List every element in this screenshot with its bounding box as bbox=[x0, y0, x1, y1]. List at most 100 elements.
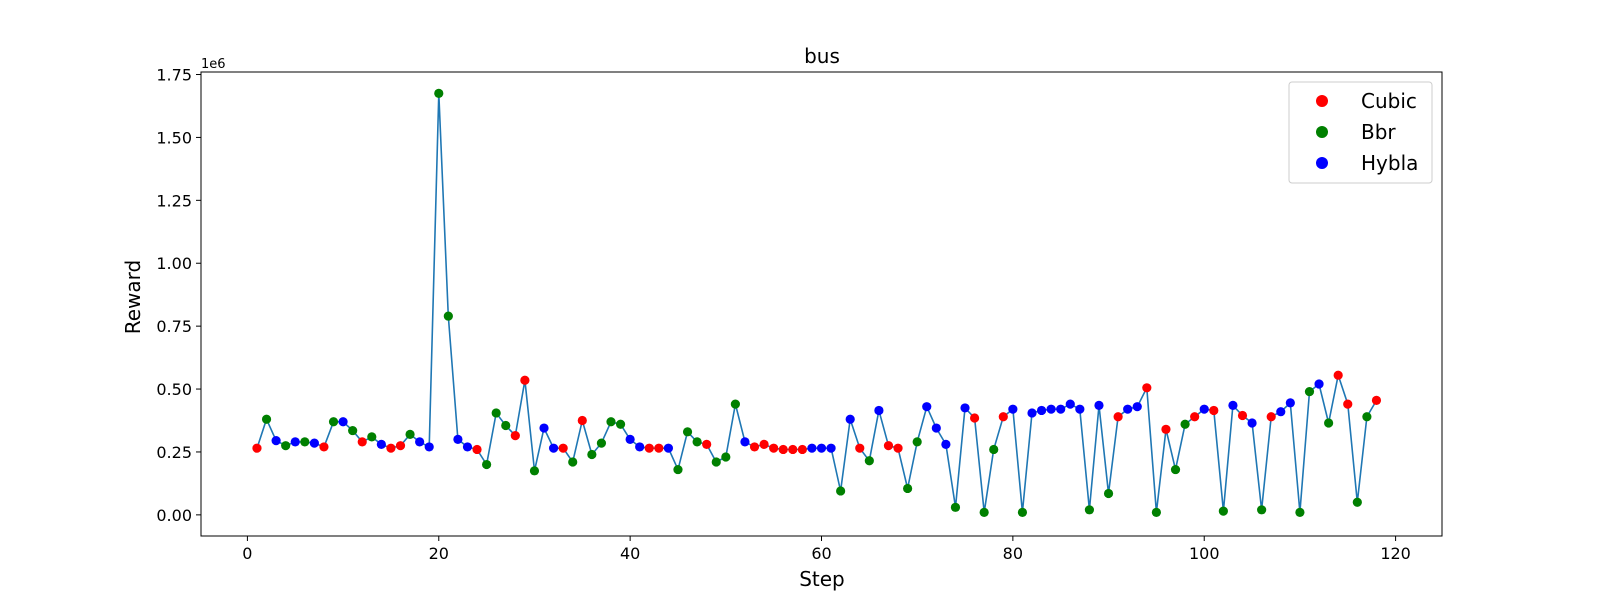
data-point-bbr bbox=[682, 427, 693, 437]
data-point-hybla bbox=[1199, 404, 1209, 414]
data-point-cubic bbox=[654, 443, 664, 453]
data-point-bbr bbox=[1170, 464, 1181, 475]
data-point-bbr bbox=[1103, 488, 1114, 499]
data-point-hybla bbox=[1075, 404, 1085, 414]
data-point-cubic bbox=[1266, 412, 1276, 422]
data-point-cubic bbox=[644, 443, 654, 453]
data-point-hybla bbox=[1132, 402, 1142, 412]
data-point-hybla bbox=[539, 423, 549, 433]
data-point-bbr bbox=[721, 452, 731, 462]
data-point-bbr bbox=[989, 444, 999, 455]
data-point-bbr bbox=[1352, 497, 1362, 507]
data-point-cubic bbox=[1343, 399, 1353, 409]
data-point-cubic bbox=[1161, 424, 1171, 434]
reward-series-line bbox=[256, 93, 1378, 513]
data-point-bbr bbox=[606, 417, 616, 427]
data-point-cubic bbox=[788, 444, 798, 455]
data-point-hybla bbox=[826, 443, 836, 453]
x-tick-label: 0 bbox=[242, 544, 252, 563]
data-point-hybla bbox=[453, 434, 463, 444]
data-point-hybla bbox=[1094, 400, 1104, 411]
data-point-bbr bbox=[1324, 418, 1334, 428]
data-point-hybla bbox=[807, 443, 817, 453]
data-point-bbr bbox=[950, 502, 961, 512]
legend: Cubic Bbr Hybla bbox=[1288, 81, 1433, 184]
data-point-cubic bbox=[386, 443, 396, 453]
data-point-bbr bbox=[348, 425, 358, 436]
data-point-bbr bbox=[501, 420, 511, 431]
y-tick-label: 1.25 bbox=[156, 191, 192, 210]
data-point-hybla bbox=[874, 405, 884, 416]
data-point-bbr bbox=[281, 441, 291, 451]
data-point-bbr bbox=[1304, 386, 1315, 397]
data-point-hybla bbox=[424, 442, 434, 452]
data-point-cubic bbox=[883, 441, 894, 451]
data-point-bbr bbox=[529, 466, 540, 476]
data-point-hybla bbox=[290, 437, 300, 447]
data-point-bbr bbox=[1084, 505, 1095, 515]
y-tick-label: 0.00 bbox=[156, 506, 192, 525]
data-point-cubic bbox=[1333, 370, 1343, 380]
data-point-hybla bbox=[1065, 399, 1075, 409]
x-tick-label: 100 bbox=[1189, 544, 1220, 563]
y-axis-label: Reward bbox=[121, 260, 145, 334]
data-point-bbr bbox=[596, 438, 607, 448]
data-point-hybla bbox=[1123, 404, 1133, 414]
data-point-bbr bbox=[912, 437, 922, 447]
data-point-hybla bbox=[338, 417, 348, 427]
x-tick-label: 60 bbox=[811, 544, 831, 563]
legend-label-cubic: Cubic bbox=[1361, 89, 1417, 113]
data-point-hybla bbox=[1036, 405, 1047, 416]
axis-ticks: 0 20 40 60 80 100 120 0.00 0.25 0.50 0.75 1.00 1.25 1… bbox=[156, 66, 1410, 563]
data-point-hybla bbox=[1314, 379, 1324, 389]
data-point-cubic bbox=[252, 443, 262, 453]
data-point-bbr bbox=[1151, 507, 1161, 517]
data-point-bbr bbox=[587, 449, 597, 460]
plot-area bbox=[252, 88, 1382, 517]
data-point-hybla bbox=[1276, 407, 1286, 417]
data-point-bbr bbox=[1362, 412, 1372, 422]
x-tick-label: 40 bbox=[620, 544, 640, 563]
data-point-bbr bbox=[434, 88, 444, 98]
data-point-cubic bbox=[749, 442, 760, 452]
data-point-hybla bbox=[845, 414, 855, 424]
data-point-bbr bbox=[692, 437, 702, 447]
data-point-hybla bbox=[635, 442, 645, 452]
data-point-bbr bbox=[836, 486, 846, 496]
data-point-cubic bbox=[577, 415, 587, 426]
data-point-bbr bbox=[730, 399, 740, 409]
data-point-cubic bbox=[1142, 383, 1152, 393]
legend-marker-hybla bbox=[1316, 157, 1328, 169]
legend-marker-bbr bbox=[1316, 126, 1328, 138]
y-tick-label: 0.75 bbox=[156, 317, 192, 336]
data-point-cubic bbox=[395, 441, 406, 451]
axes-frame bbox=[200, 71, 1443, 537]
data-point-bbr bbox=[979, 507, 989, 517]
data-point-hybla bbox=[931, 423, 941, 433]
x-tick-label: 20 bbox=[429, 544, 449, 563]
data-point-cubic bbox=[520, 375, 530, 385]
data-point-bbr bbox=[443, 311, 453, 321]
data-point-cubic bbox=[472, 444, 482, 455]
data-point-hybla bbox=[1247, 418, 1257, 428]
data-point-hybla bbox=[941, 439, 951, 450]
data-point-hybla bbox=[1027, 408, 1037, 418]
y-tick-label: 0.25 bbox=[156, 443, 192, 462]
data-point-bbr bbox=[711, 457, 721, 467]
data-point-bbr bbox=[367, 432, 377, 442]
data-point-hybla bbox=[663, 443, 674, 453]
data-point-hybla bbox=[1228, 400, 1238, 411]
data-point-cubic bbox=[797, 444, 807, 455]
data-point-cubic bbox=[1209, 405, 1219, 416]
data-point-hybla bbox=[625, 434, 635, 444]
x-tick-label: 80 bbox=[1003, 544, 1023, 563]
data-point-bbr bbox=[328, 417, 339, 427]
data-point-cubic bbox=[893, 443, 903, 453]
data-point-hybla bbox=[415, 437, 425, 447]
data-point-cubic bbox=[1113, 412, 1123, 422]
data-point-hybla bbox=[922, 402, 932, 412]
data-point-bbr bbox=[673, 464, 683, 475]
data-point-cubic bbox=[1190, 412, 1200, 422]
data-point-bbr bbox=[300, 437, 310, 447]
data-point-bbr bbox=[261, 414, 272, 424]
